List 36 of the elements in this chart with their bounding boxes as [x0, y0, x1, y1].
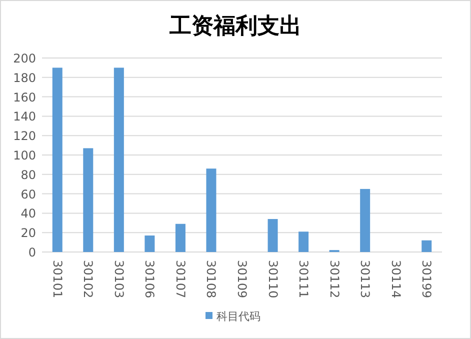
x-tick-label: 30102	[81, 260, 96, 298]
bar	[298, 232, 309, 252]
x-tick-label: 30114	[388, 260, 403, 298]
bar	[52, 68, 62, 252]
y-tick-label: 20	[20, 226, 36, 240]
y-tick-label: 60	[20, 187, 36, 202]
bar	[175, 224, 186, 252]
y-tick-label: 200	[13, 52, 36, 66]
bar	[144, 236, 155, 252]
y-tick-label: 100	[13, 148, 36, 162]
x-tick-label: 30110	[266, 260, 280, 298]
x-tick-label: 30112	[327, 260, 342, 298]
chart-title: 工资福利支出	[168, 14, 302, 39]
y-tick-label: 140	[13, 110, 36, 124]
x-tick-label: 30106	[142, 260, 157, 298]
x-tick-label: 30101	[50, 260, 64, 298]
y-tick-label: 40	[20, 206, 36, 221]
y-tick-label: 160	[13, 90, 36, 104]
x-tick-label: 30107	[173, 260, 188, 298]
y-tick-label: 80	[20, 168, 36, 182]
bar	[114, 68, 124, 252]
bar	[268, 219, 278, 252]
x-tick-label: 30108	[204, 260, 218, 298]
bar	[206, 168, 216, 252]
y-tick-label: 120	[13, 129, 36, 144]
legend-label: 科目代码	[216, 310, 260, 323]
y-tick-label: 0	[28, 246, 36, 260]
x-tick-label: 30109	[235, 260, 249, 298]
x-tick-label: 30103	[112, 260, 126, 298]
x-tick-label: 30111	[296, 260, 311, 298]
bar	[360, 188, 370, 252]
x-tick-label: 30199	[420, 260, 434, 298]
y-tick-label: 180	[13, 70, 36, 85]
bar	[422, 240, 432, 252]
bar	[83, 148, 94, 252]
x-tick-label: 30113	[358, 260, 372, 298]
